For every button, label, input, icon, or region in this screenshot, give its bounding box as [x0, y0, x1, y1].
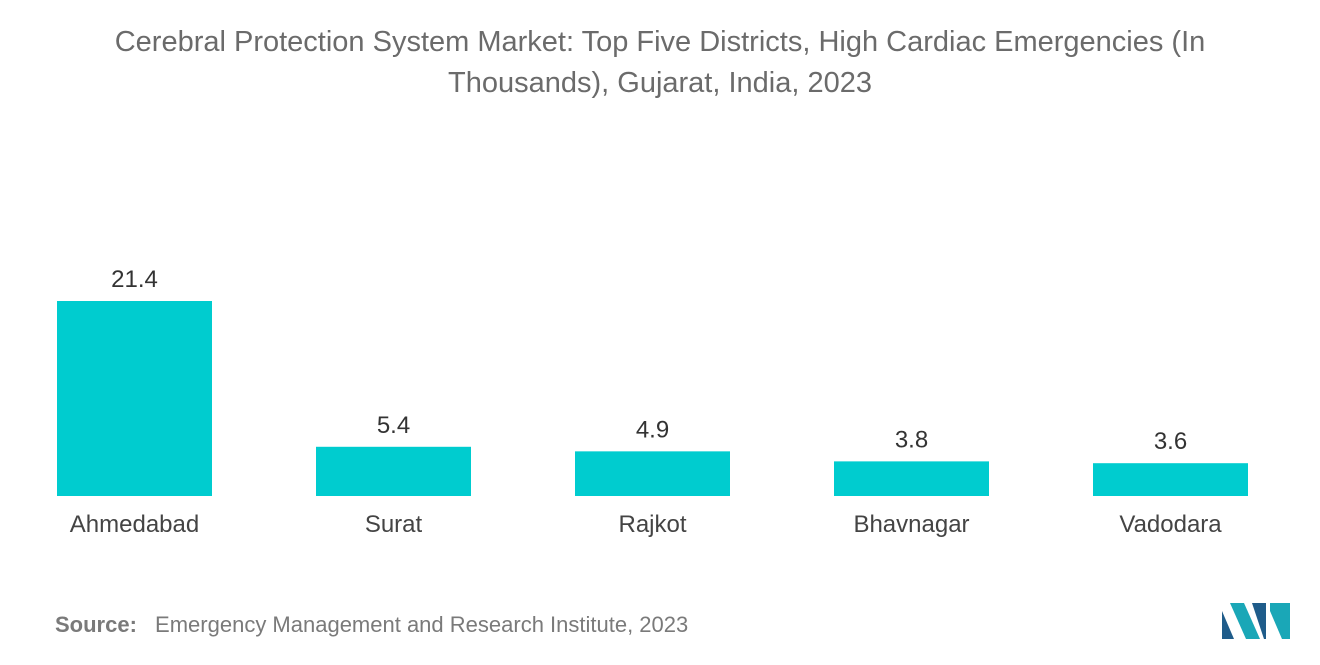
category-label: Rajkot [618, 511, 686, 538]
bar-ahmedabad [57, 301, 212, 496]
source-label: Source: [55, 612, 137, 637]
data-label: 21.4 [111, 266, 158, 293]
bar-chart: 21.4 Ahmedabad 5.4 Surat 4.9 Rajkot 3.8 Bhavnag… [57, 266, 1248, 538]
data-label: 3.8 [895, 426, 928, 453]
data-label: 5.4 [377, 412, 410, 439]
data-label: 4.9 [636, 416, 669, 443]
category-label: Bhavnagar [853, 511, 969, 538]
category-label: Vadodara [1119, 511, 1222, 538]
category-label: Ahmedabad [70, 511, 199, 538]
bar-vadodara [1093, 463, 1248, 496]
data-label: 3.6 [1154, 428, 1187, 455]
source-text: Emergency Management and Research Instit… [155, 612, 689, 637]
source-note: Source: Emergency Management and Researc… [55, 612, 688, 638]
bar-bhavnagar [834, 461, 989, 496]
bar-surat [316, 446, 471, 496]
category-label: Surat [365, 511, 423, 538]
bar-rajkot [575, 451, 730, 496]
mordor-intelligence-logo-icon [1222, 603, 1290, 639]
chart-title: Cerebral Protection System Market: Top F… [114, 26, 1206, 99]
